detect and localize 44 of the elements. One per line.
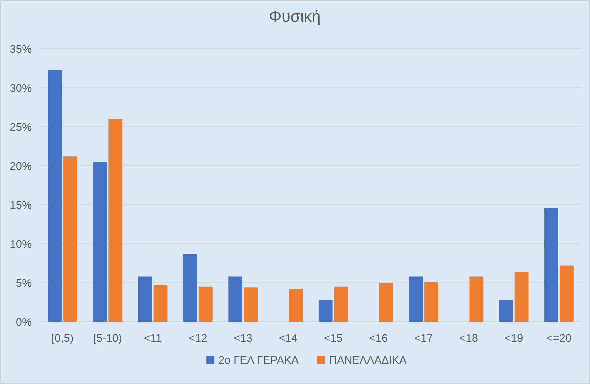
x-tick-label: <15 (324, 333, 343, 345)
y-tick-label: 0% (16, 317, 32, 329)
bar (289, 289, 304, 322)
x-tick-label: [5-10) (94, 333, 122, 345)
bar (93, 162, 108, 322)
x-tick-label: <=20 (546, 333, 572, 345)
bar (334, 286, 348, 322)
y-tick-label: 30% (10, 83, 32, 95)
bar (198, 286, 213, 322)
x-tick-label: <17 (414, 333, 434, 345)
y-tick-label: 25% (10, 122, 32, 134)
bar (228, 276, 243, 322)
x-tick-label: [0,5) (52, 333, 74, 345)
bar (138, 276, 152, 322)
bar (499, 300, 514, 322)
bar (409, 276, 424, 322)
y-tick-label: 10% (10, 239, 32, 251)
x-tick-label: <19 (504, 333, 524, 345)
bar (470, 276, 484, 322)
y-tick-label: 20% (10, 161, 32, 173)
x-tick-label: <16 (369, 333, 388, 345)
bar (154, 285, 168, 322)
y-tick-label: 35% (10, 44, 32, 56)
bar (379, 283, 394, 322)
chart-title: Φυσική (269, 9, 321, 26)
legend-label: 2ο ΓΕΛ ΓΕΡΑΚΑ (218, 355, 300, 367)
bar (184, 254, 198, 322)
x-tick-label: <18 (460, 333, 478, 345)
x-tick-label: <13 (234, 333, 253, 345)
legend-label: ΠΑΝΕΛΛΑΔΙΚΑ (329, 355, 408, 367)
x-tick-label: <14 (279, 333, 298, 345)
bar (48, 70, 62, 322)
bar (544, 208, 558, 322)
bar (514, 272, 529, 322)
y-tick-label: 15% (10, 200, 32, 212)
bar (424, 282, 438, 322)
bar (244, 288, 258, 322)
bar (318, 300, 333, 322)
x-tick-label: <11 (144, 333, 162, 345)
bar (108, 119, 123, 322)
x-tick-label: <12 (188, 333, 208, 345)
bar (560, 266, 574, 322)
bar (64, 156, 78, 322)
y-tick-label: 5% (16, 278, 32, 290)
